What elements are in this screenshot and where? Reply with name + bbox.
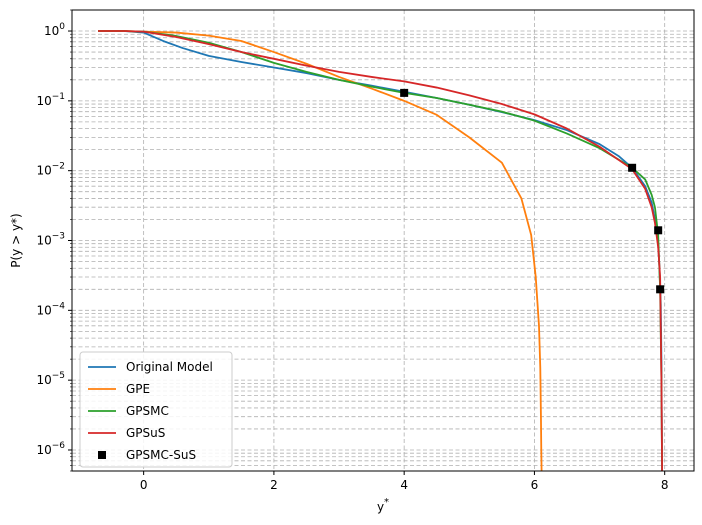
y-tick-label: 10−4 [36,301,65,317]
x-axis-label: y* [377,497,389,514]
scatter-point [628,163,637,172]
x-tick-label: 2 [270,478,278,492]
y-axis-label: P(y > y*) [9,213,23,268]
y-tick-label: 10−6 [36,441,65,457]
y-tick-label-base: 10 [36,164,51,178]
legend-label: Original Model [126,360,213,374]
y-tick-label-exponent: 0 [59,22,65,32]
y-tick-label-base: 10 [36,443,51,457]
scatter-point [656,285,665,294]
legend-label: GPSMC [126,404,169,418]
scatter-point [654,226,663,235]
y-tick-label-exponent: −3 [52,232,65,242]
y-tick-label-base: 10 [36,234,51,248]
y-tick-label-exponent: −4 [52,301,66,311]
y-tick-label-exponent: −6 [52,441,66,451]
y-tick-label-exponent: −5 [52,371,65,381]
y-tick-label-exponent: −1 [52,92,65,102]
y-tick-label: 100 [44,22,65,38]
legend-label: GPE [126,382,150,396]
legend-box [79,351,233,468]
legend: Original Model GPE GPSMC GPSuS GPSMC-SuS [79,351,233,468]
y-tick-label: 10−1 [36,92,65,108]
x-tick-label: 4 [400,478,408,492]
y-tick-label: 10−5 [36,371,65,387]
legend-label: GPSuS [126,426,165,440]
y-tick-label-base: 10 [36,373,51,387]
series-layer [98,30,665,471]
x-tick-label: 0 [140,478,148,492]
x-tick-label: 6 [531,478,539,492]
x-tick-label: 8 [661,478,669,492]
y-tick-label: 10−2 [36,162,65,178]
series-group [98,30,665,471]
legend-swatch-square [98,451,106,459]
y-tick-label-base: 10 [36,303,51,317]
scatter-point [400,88,409,97]
series-line-gpsmc [98,30,663,471]
series-line-gpe [98,30,543,471]
y-tick-label-base: 10 [36,94,51,108]
y-tick-label: 10−3 [36,232,65,248]
x-axis-label-superscript: * [384,497,389,508]
x-axis-label-base: y [377,500,384,514]
legend-label: GPSMC-SuS [126,448,196,462]
y-tick-label-exponent: −2 [52,162,65,172]
y-tick-label-base: 10 [44,24,59,38]
series-line-gpsus [98,30,663,471]
